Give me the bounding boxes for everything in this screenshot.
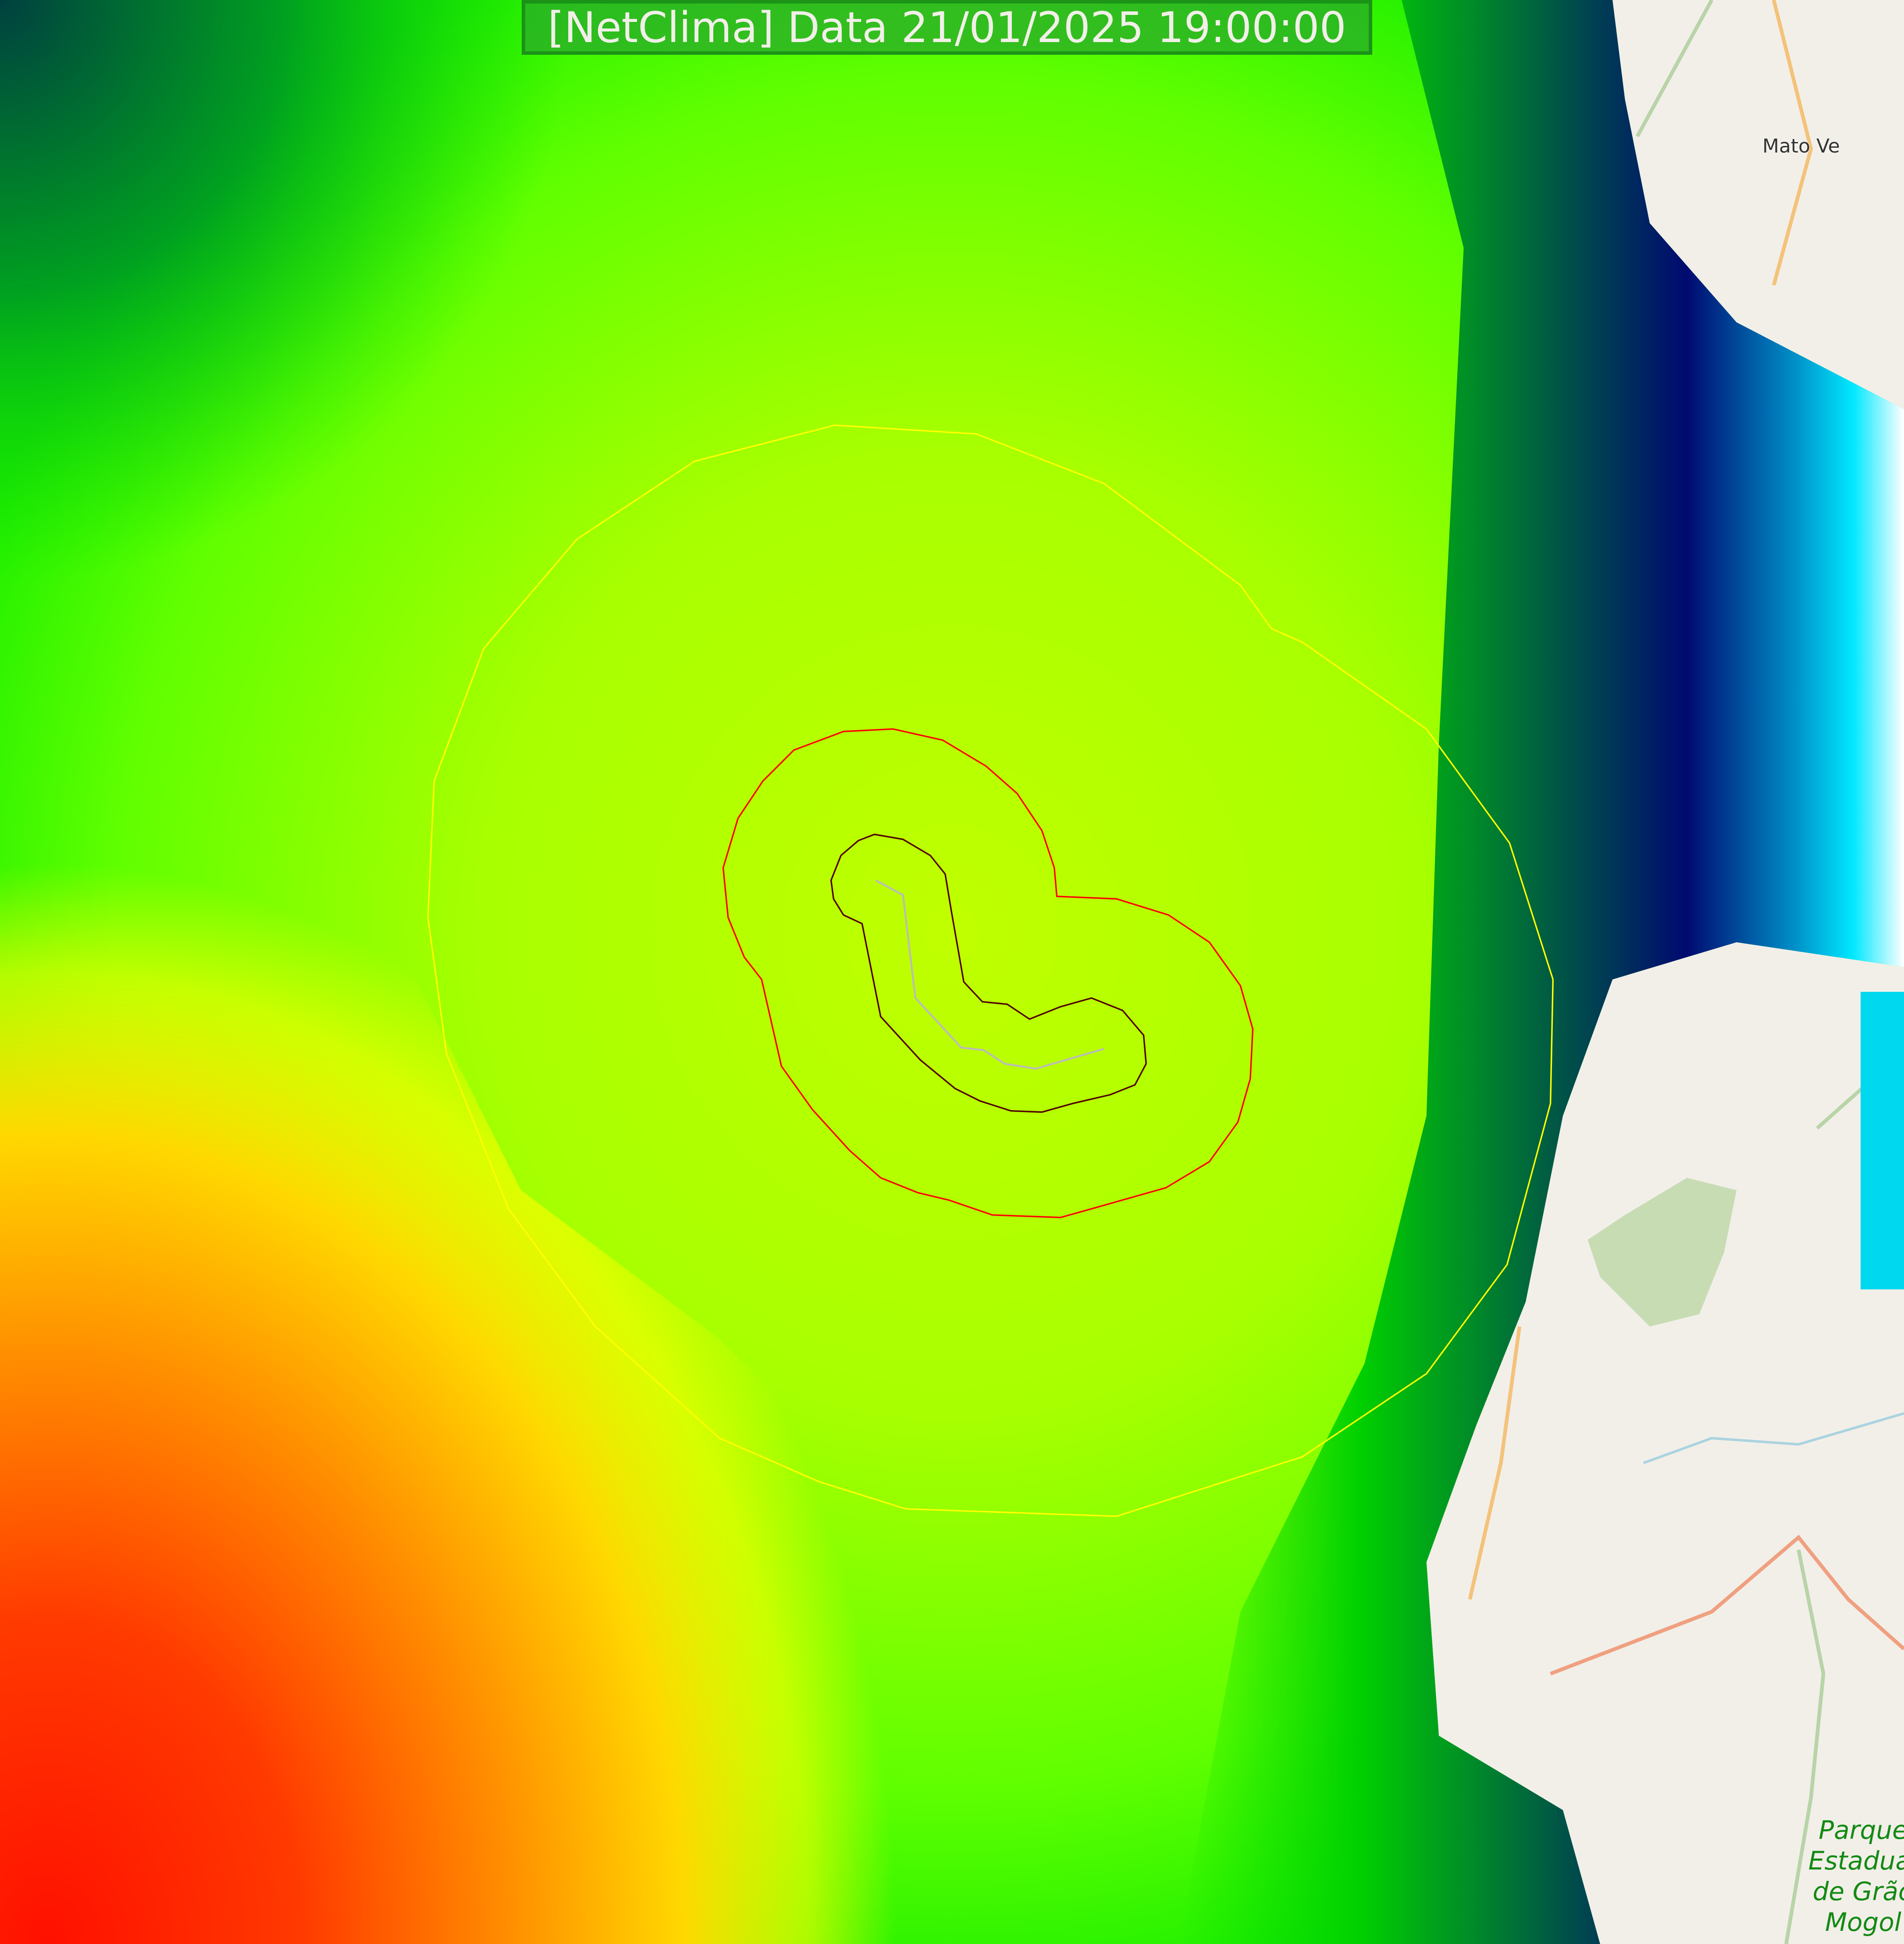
contours bbox=[427, 424, 1554, 1517]
map-title: [NetClima] Data 21/01/2025 19:00:00 bbox=[548, 3, 1346, 52]
map-title-bar: [NetClima] Data 21/01/2025 19:00:00 bbox=[522, 0, 1372, 55]
contour-middle bbox=[722, 728, 1254, 1219]
place-label-park: Parque Estadual de Grão Mogol bbox=[1808, 1815, 1904, 1937]
contour-outer bbox=[427, 424, 1554, 1517]
track-line bbox=[875, 879, 1104, 1070]
place-label-town: Mato Ve bbox=[1762, 135, 1840, 157]
contour-inner bbox=[830, 833, 1147, 1113]
